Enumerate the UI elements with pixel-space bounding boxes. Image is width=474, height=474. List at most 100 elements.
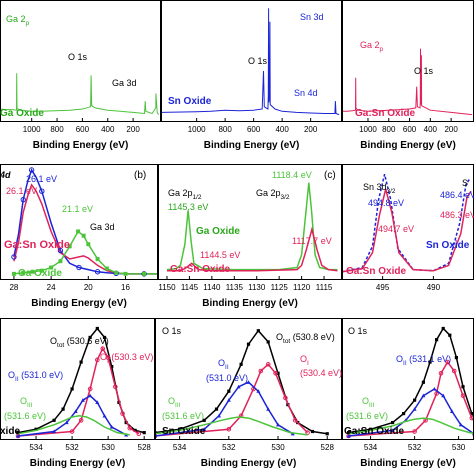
data-point	[156, 431, 157, 435]
sample-label: Sn Oxide	[168, 96, 212, 107]
panel-frame	[0, 164, 158, 280]
annotation-subscript: II	[15, 376, 19, 383]
data-point	[390, 428, 395, 432]
component-label: OII (531.0 eV)	[8, 370, 63, 383]
series-line-O_I	[348, 360, 473, 437]
panel-letter: (c)	[324, 170, 336, 181]
annotation-main: O	[300, 354, 307, 364]
peak-label-ga3d: Ga 3d	[112, 78, 137, 88]
peak-label-ga3d: Ga 3d	[90, 222, 115, 232]
annotation-main: O	[50, 336, 57, 346]
data-point	[39, 188, 45, 194]
peak-label-o1s: O 1s	[68, 52, 88, 62]
sample-label: Ga:Sn Oxide	[4, 239, 70, 251]
data-point	[52, 429, 57, 434]
data-point	[94, 269, 101, 275]
panel-e-mid: 534 532 530 528 Binding Energy (eV)	[155, 318, 342, 469]
x-axis-label: Binding Energy (eV)	[30, 458, 126, 469]
data-point	[258, 368, 264, 374]
data-point	[156, 435, 157, 438]
x-tick-label: 1125	[271, 283, 289, 292]
peak-energy-label: 1118.4 eV	[272, 170, 312, 180]
peak-label-sn3d32: Sn 3d3/2	[363, 182, 396, 195]
data-point	[136, 431, 142, 437]
peak-label-ga2p: Ga 2p	[360, 40, 384, 53]
data-point	[110, 364, 114, 369]
component-label: OII	[218, 358, 229, 371]
x-tick-label: 532	[65, 443, 79, 452]
data-point	[202, 418, 206, 422]
x-axis-label: Binding Energy (eV)	[201, 458, 297, 469]
peak-energy-label: 486.4 eV	[440, 190, 474, 200]
data-point	[273, 370, 278, 376]
data-point	[460, 393, 466, 398]
sample-label: Ga Oxide	[0, 108, 44, 119]
x-tick-label: 1135	[226, 283, 244, 292]
x-tick-label: 200	[304, 125, 318, 134]
series-line-O_III	[17, 415, 130, 436]
data-point	[34, 427, 38, 431]
x-tick-label: 20	[84, 283, 93, 292]
x-axis-label: Binding Energy (eV)	[360, 458, 456, 469]
component-value: (531.6 eV)	[162, 411, 204, 421]
data-point	[39, 268, 44, 273]
x-tick-label: 24	[47, 283, 56, 292]
data-point	[413, 398, 417, 402]
annotation-main: O	[8, 370, 15, 380]
data-point	[64, 420, 69, 425]
annotation-value: (530.8 eV)	[290, 332, 335, 342]
x-tick-label: 495	[376, 283, 390, 292]
plot-area	[162, 8, 340, 116]
peak-label-ga2p: Ga 2p	[6, 14, 30, 27]
annotation-main: Ga 2p	[168, 188, 193, 198]
data-point	[445, 359, 450, 365]
data-point	[28, 167, 35, 173]
series-line-1	[343, 188, 472, 273]
plot-area	[11, 167, 165, 277]
x-tick-label: 1000	[23, 125, 41, 134]
data-point	[142, 431, 146, 435]
data-point	[79, 360, 83, 364]
x-tick-label: 532	[222, 443, 236, 452]
data-point	[438, 370, 444, 376]
data-point	[76, 229, 81, 234]
panel-letter: (b)	[134, 170, 146, 181]
data-point	[58, 259, 63, 264]
x-tick-label: 490	[427, 283, 441, 292]
data-point	[76, 264, 82, 271]
peak-label-sn3d: Sn 3d	[300, 12, 324, 22]
data-point	[346, 434, 351, 438]
component-label: OII (531.1 eV)	[396, 354, 451, 367]
x-tick-label: 16	[121, 283, 130, 292]
annotation-subscript: tot	[283, 338, 290, 345]
plot-area	[15, 326, 146, 439]
data-point	[325, 432, 329, 436]
annotation-main: O	[100, 352, 107, 362]
data-point	[428, 360, 432, 364]
data-point	[78, 418, 84, 423]
data-point	[434, 391, 439, 396]
data-point	[421, 393, 426, 398]
data-point	[21, 270, 26, 275]
x-tick-label: 200	[444, 125, 458, 134]
peak-energy-label: 26.1 eV	[26, 174, 57, 184]
data-point	[161, 272, 165, 276]
annotation-main: Ga 2	[360, 40, 380, 50]
x-tick-label: 600	[247, 125, 261, 134]
annotation-subscript: p	[380, 46, 384, 53]
sample-label: Sn Oxide	[162, 426, 206, 437]
annotation-main: O	[362, 396, 369, 406]
series-line-O_I	[156, 363, 309, 437]
data-point	[276, 371, 280, 375]
peak-energy-label: 494.7 eV	[378, 224, 414, 234]
data-point	[109, 425, 114, 429]
peak-label-sn4d: Sn 4d	[294, 88, 318, 98]
data-point	[458, 422, 463, 427]
data-point	[95, 257, 100, 262]
x-axis-label: Binding Energy (eV)	[360, 140, 456, 151]
data-point	[11, 254, 17, 260]
peak-label-ga2p32: Ga 2p3/2	[256, 188, 290, 201]
data-point	[256, 389, 261, 393]
annotation-main: O	[218, 358, 225, 368]
data-point	[113, 384, 118, 390]
